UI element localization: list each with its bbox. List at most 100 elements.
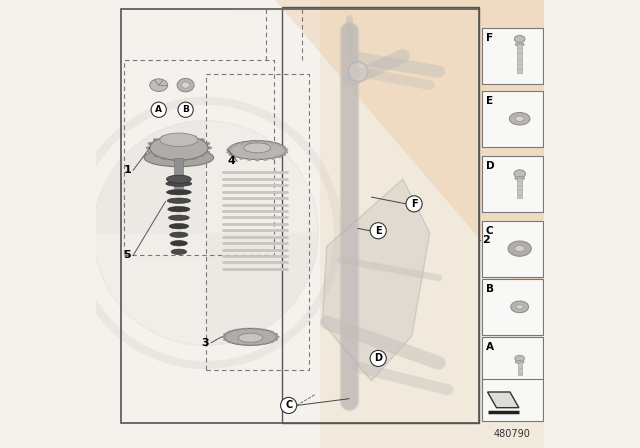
Ellipse shape (253, 328, 257, 330)
Ellipse shape (273, 333, 278, 335)
Ellipse shape (244, 344, 248, 346)
Ellipse shape (169, 224, 189, 229)
Bar (482, 337, 543, 393)
Ellipse shape (284, 151, 289, 154)
Ellipse shape (171, 134, 176, 137)
Ellipse shape (168, 215, 189, 220)
Ellipse shape (161, 157, 166, 160)
Ellipse shape (166, 190, 191, 195)
Ellipse shape (273, 339, 278, 341)
Bar (482, 28, 543, 84)
Ellipse shape (160, 133, 198, 146)
Bar (482, 91, 543, 147)
Ellipse shape (148, 151, 153, 154)
Circle shape (370, 223, 387, 239)
Ellipse shape (167, 198, 191, 203)
Bar (517, 44, 522, 73)
Ellipse shape (514, 170, 525, 178)
Ellipse shape (205, 151, 210, 154)
Ellipse shape (515, 355, 525, 362)
Ellipse shape (515, 246, 525, 252)
Circle shape (370, 350, 387, 366)
Text: F: F (486, 34, 493, 43)
Ellipse shape (182, 82, 189, 88)
Ellipse shape (275, 336, 280, 338)
Ellipse shape (153, 154, 158, 157)
Text: E: E (375, 226, 381, 236)
Bar (482, 379, 543, 421)
Ellipse shape (144, 149, 214, 167)
Ellipse shape (223, 333, 228, 335)
Ellipse shape (235, 343, 239, 345)
Text: 480790: 480790 (494, 429, 531, 439)
Ellipse shape (171, 159, 176, 162)
Ellipse shape (255, 141, 260, 143)
Ellipse shape (223, 339, 228, 341)
Ellipse shape (226, 148, 230, 151)
Ellipse shape (228, 341, 232, 343)
Bar (482, 220, 543, 276)
Ellipse shape (146, 146, 151, 149)
Ellipse shape (182, 134, 187, 137)
Ellipse shape (282, 146, 286, 149)
Bar (121, 9, 479, 423)
Ellipse shape (263, 158, 268, 161)
Text: C: C (285, 401, 292, 410)
Polygon shape (488, 392, 519, 408)
Text: E: E (486, 96, 493, 106)
Ellipse shape (228, 141, 287, 159)
Ellipse shape (148, 142, 153, 145)
Ellipse shape (226, 151, 230, 154)
Ellipse shape (224, 328, 278, 345)
Ellipse shape (509, 112, 530, 125)
Ellipse shape (166, 175, 191, 183)
Text: 2: 2 (482, 235, 490, 245)
Bar (482, 279, 543, 335)
Ellipse shape (182, 159, 187, 162)
Text: C: C (486, 226, 493, 236)
Ellipse shape (228, 146, 233, 149)
Bar (518, 362, 522, 375)
Ellipse shape (515, 116, 524, 121)
Ellipse shape (205, 142, 210, 145)
Ellipse shape (247, 141, 252, 144)
Bar (482, 156, 543, 212)
Ellipse shape (170, 241, 188, 246)
Ellipse shape (508, 241, 531, 256)
Circle shape (280, 397, 297, 414)
Ellipse shape (253, 344, 257, 346)
Ellipse shape (200, 138, 205, 142)
Ellipse shape (271, 157, 275, 160)
Ellipse shape (235, 329, 239, 331)
Ellipse shape (516, 305, 524, 309)
Ellipse shape (255, 159, 260, 161)
Wedge shape (206, 233, 318, 345)
Ellipse shape (239, 157, 244, 160)
Ellipse shape (228, 153, 233, 156)
Text: A: A (156, 105, 162, 114)
Ellipse shape (271, 142, 275, 145)
Ellipse shape (262, 329, 266, 331)
Ellipse shape (284, 148, 289, 151)
Bar (124, 60, 274, 255)
Ellipse shape (170, 232, 188, 237)
Text: 3: 3 (201, 338, 209, 348)
Polygon shape (275, 0, 544, 314)
Ellipse shape (191, 135, 197, 138)
Ellipse shape (200, 154, 205, 157)
Ellipse shape (233, 144, 237, 146)
Polygon shape (322, 179, 430, 381)
Ellipse shape (168, 207, 190, 212)
Bar (282, 7, 479, 423)
Ellipse shape (177, 78, 194, 92)
Ellipse shape (221, 336, 226, 338)
Text: F: F (411, 199, 417, 209)
Text: D: D (486, 161, 494, 171)
Ellipse shape (166, 181, 192, 186)
Circle shape (151, 102, 166, 117)
Ellipse shape (282, 153, 286, 156)
Ellipse shape (269, 331, 273, 333)
Ellipse shape (277, 144, 282, 146)
Ellipse shape (207, 146, 212, 149)
Ellipse shape (150, 79, 168, 91)
